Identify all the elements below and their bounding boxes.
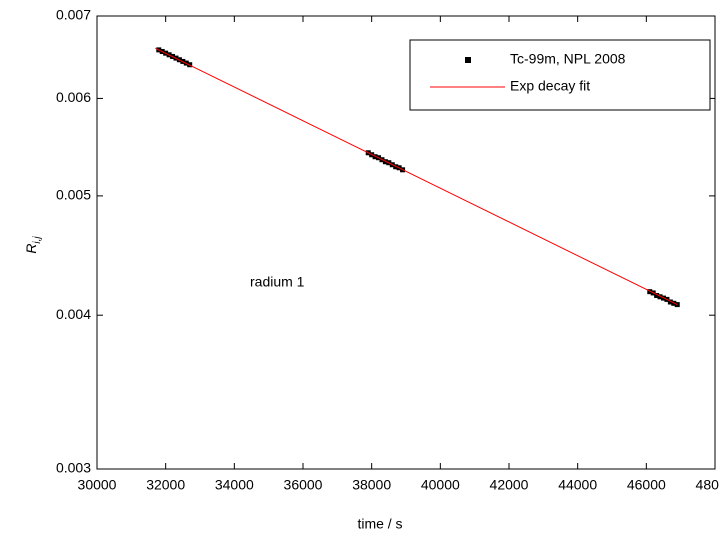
x-tick-label: 48000 <box>696 477 719 493</box>
x-tick-label: 46000 <box>627 477 666 493</box>
y-tick-label: 0.004 <box>56 306 91 322</box>
x-tick-label: 44000 <box>558 477 597 493</box>
x-tick-label: 42000 <box>490 477 529 493</box>
data-point <box>667 299 673 305</box>
x-tick-label: 36000 <box>284 477 323 493</box>
data-point <box>654 293 660 299</box>
y-axis-label-group: Ri,j <box>23 236 43 254</box>
annotation: radium 1 <box>250 274 305 290</box>
x-tick-label: 38000 <box>352 477 391 493</box>
legend-box <box>409 39 711 111</box>
y-tick-label: 0.006 <box>56 89 91 105</box>
x-axis-label: time / s <box>357 516 402 532</box>
legend-marker <box>465 57 471 63</box>
y-tick-label: 0.005 <box>56 187 91 203</box>
legend-label: Tc-99m, NPL 2008 <box>510 51 626 67</box>
y-tick-label: 0.007 <box>56 7 91 23</box>
y-label-sub: i,j <box>32 236 43 244</box>
x-tick-label: 32000 <box>146 477 185 493</box>
y-label-main: R <box>23 244 39 254</box>
legend-label: Exp decay fit <box>510 78 590 94</box>
x-tick-label: 40000 <box>421 477 460 493</box>
data-point <box>657 294 663 300</box>
x-tick-label: 34000 <box>215 477 254 493</box>
x-tick-label: 30000 <box>78 477 117 493</box>
plot-frame <box>96 15 716 470</box>
fit-line <box>155 47 678 306</box>
y-tick-label: 0.003 <box>56 460 91 476</box>
y-axis-label: Ri,j <box>23 236 43 254</box>
